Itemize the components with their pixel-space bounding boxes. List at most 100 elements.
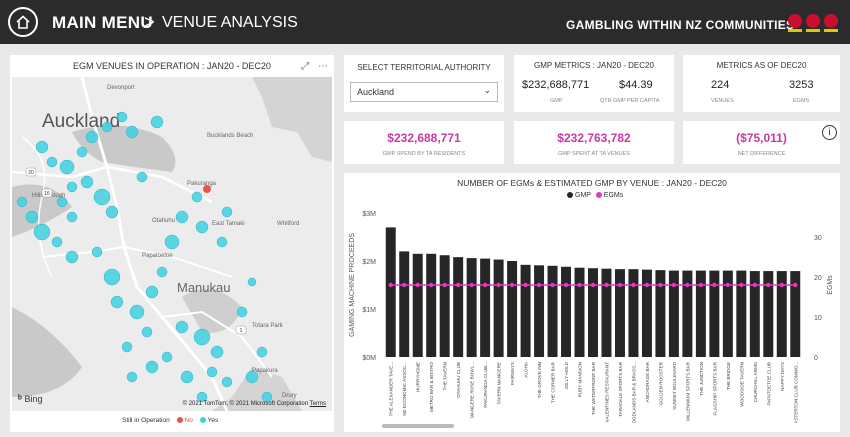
- venue-marker[interactable]: [206, 366, 218, 378]
- gmp-bar[interactable]: [439, 255, 450, 357]
- gmp-bar[interactable]: [426, 253, 437, 357]
- gmp-bar[interactable]: [709, 270, 720, 357]
- venue-marker[interactable]: [51, 236, 63, 248]
- gmp-bar[interactable]: [695, 270, 706, 357]
- venue-marker[interactable]: [101, 121, 113, 133]
- egms-point[interactable]: [685, 282, 690, 288]
- home-button[interactable]: [8, 7, 38, 37]
- terms-link[interactable]: Terms: [309, 401, 326, 407]
- venue-marker[interactable]: [191, 191, 203, 203]
- egms-point[interactable]: [725, 282, 731, 288]
- gmp-bar[interactable]: [466, 258, 477, 357]
- gmp-bar[interactable]: [520, 264, 531, 357]
- gmp-bar[interactable]: [790, 271, 801, 357]
- gmp-bar[interactable]: [601, 268, 612, 357]
- gmp-bar[interactable]: [668, 270, 679, 357]
- gmp-bar[interactable]: [722, 270, 733, 357]
- egms-point[interactable]: [536, 282, 542, 288]
- gmp-bar[interactable]: [641, 269, 652, 357]
- venue-marker[interactable]: [65, 250, 79, 264]
- gmp-bar[interactable]: [682, 270, 693, 357]
- egms-point[interactable]: [428, 282, 434, 288]
- gmp-bar[interactable]: [776, 271, 787, 357]
- venue-marker[interactable]: [46, 156, 58, 168]
- venue-marker[interactable]: [16, 196, 28, 208]
- egms-point[interactable]: [658, 282, 663, 288]
- more-options-icon[interactable]: ⋯: [318, 61, 328, 72]
- egms-point[interactable]: [415, 282, 420, 288]
- chart-scrollbar[interactable]: [382, 424, 454, 428]
- venue-marker[interactable]: [175, 210, 189, 224]
- gmp-bar[interactable]: [547, 265, 558, 357]
- venue-marker[interactable]: [25, 210, 39, 224]
- venue-marker-closed[interactable]: [203, 185, 211, 193]
- venue-marker[interactable]: [33, 223, 51, 241]
- egms-point[interactable]: [469, 282, 474, 288]
- venue-marker[interactable]: [164, 234, 180, 250]
- venue-marker[interactable]: [141, 326, 153, 338]
- gmp-bar[interactable]: [493, 259, 504, 357]
- venue-marker[interactable]: [245, 370, 259, 384]
- venue-marker[interactable]: [121, 341, 133, 353]
- egms-point[interactable]: [617, 282, 623, 288]
- venue-marker[interactable]: [256, 346, 268, 358]
- info-icon[interactable]: i: [822, 125, 837, 140]
- gmp-bar[interactable]: [655, 270, 666, 357]
- venue-marker[interactable]: [196, 391, 208, 403]
- venue-marker[interactable]: [261, 391, 273, 403]
- bar-chart[interactable]: GAMING MACHINE PROCEEDS EGMs $0M $1M $2M $3M 0…: [344, 173, 840, 423]
- egms-point[interactable]: [523, 282, 528, 288]
- venue-marker[interactable]: [150, 115, 164, 129]
- gmp-bar[interactable]: [628, 269, 639, 357]
- venue-marker[interactable]: [105, 205, 119, 219]
- venue-marker[interactable]: [175, 320, 189, 334]
- venue-marker[interactable]: [136, 171, 148, 183]
- venue-marker[interactable]: [93, 188, 111, 206]
- egms-point[interactable]: [671, 282, 677, 288]
- venue-marker[interactable]: [193, 328, 211, 346]
- egms-point[interactable]: [779, 282, 784, 288]
- venue-marker[interactable]: [125, 125, 139, 139]
- venue-marker[interactable]: [145, 285, 159, 299]
- gmp-bar[interactable]: [561, 266, 572, 357]
- gmp-bar[interactable]: [507, 261, 518, 357]
- venue-marker[interactable]: [221, 206, 233, 218]
- egms-point[interactable]: [455, 282, 461, 288]
- venue-marker[interactable]: [110, 295, 124, 309]
- egms-point[interactable]: [793, 282, 798, 288]
- venue-marker[interactable]: [145, 360, 159, 374]
- venue-marker[interactable]: [103, 268, 121, 286]
- egms-point[interactable]: [442, 282, 447, 288]
- venue-marker[interactable]: [66, 181, 78, 193]
- venue-marker[interactable]: [35, 140, 49, 154]
- venue-marker[interactable]: [236, 306, 248, 318]
- egms-point[interactable]: [631, 282, 636, 288]
- gmp-bar[interactable]: [736, 270, 747, 357]
- gmp-bar[interactable]: [614, 269, 625, 357]
- egms-point[interactable]: [644, 282, 650, 288]
- venue-marker[interactable]: [129, 304, 145, 320]
- venue-marker[interactable]: [156, 266, 168, 278]
- gmp-bar[interactable]: [385, 227, 396, 357]
- egms-point[interactable]: [388, 282, 393, 288]
- venue-marker[interactable]: [161, 351, 173, 363]
- egms-point[interactable]: [752, 282, 758, 288]
- egms-point[interactable]: [563, 282, 569, 288]
- gmp-bar[interactable]: [763, 271, 774, 357]
- gmp-bar[interactable]: [453, 257, 464, 357]
- gmp-bar[interactable]: [574, 267, 585, 357]
- venue-marker[interactable]: [247, 277, 257, 287]
- egms-point[interactable]: [698, 282, 704, 288]
- venue-marker[interactable]: [66, 211, 78, 223]
- gmp-bar[interactable]: [588, 268, 598, 357]
- egms-point[interactable]: [496, 282, 501, 288]
- egms-point[interactable]: [766, 282, 771, 288]
- venue-marker[interactable]: [80, 175, 94, 189]
- egms-point[interactable]: [712, 282, 717, 288]
- venue-marker[interactable]: [126, 371, 138, 383]
- egms-point[interactable]: [590, 282, 596, 288]
- territorial-authority-select[interactable]: Auckland ⌄: [350, 82, 498, 102]
- venue-marker[interactable]: [56, 196, 68, 208]
- egms-point[interactable]: [402, 282, 407, 288]
- egms-point[interactable]: [577, 282, 582, 288]
